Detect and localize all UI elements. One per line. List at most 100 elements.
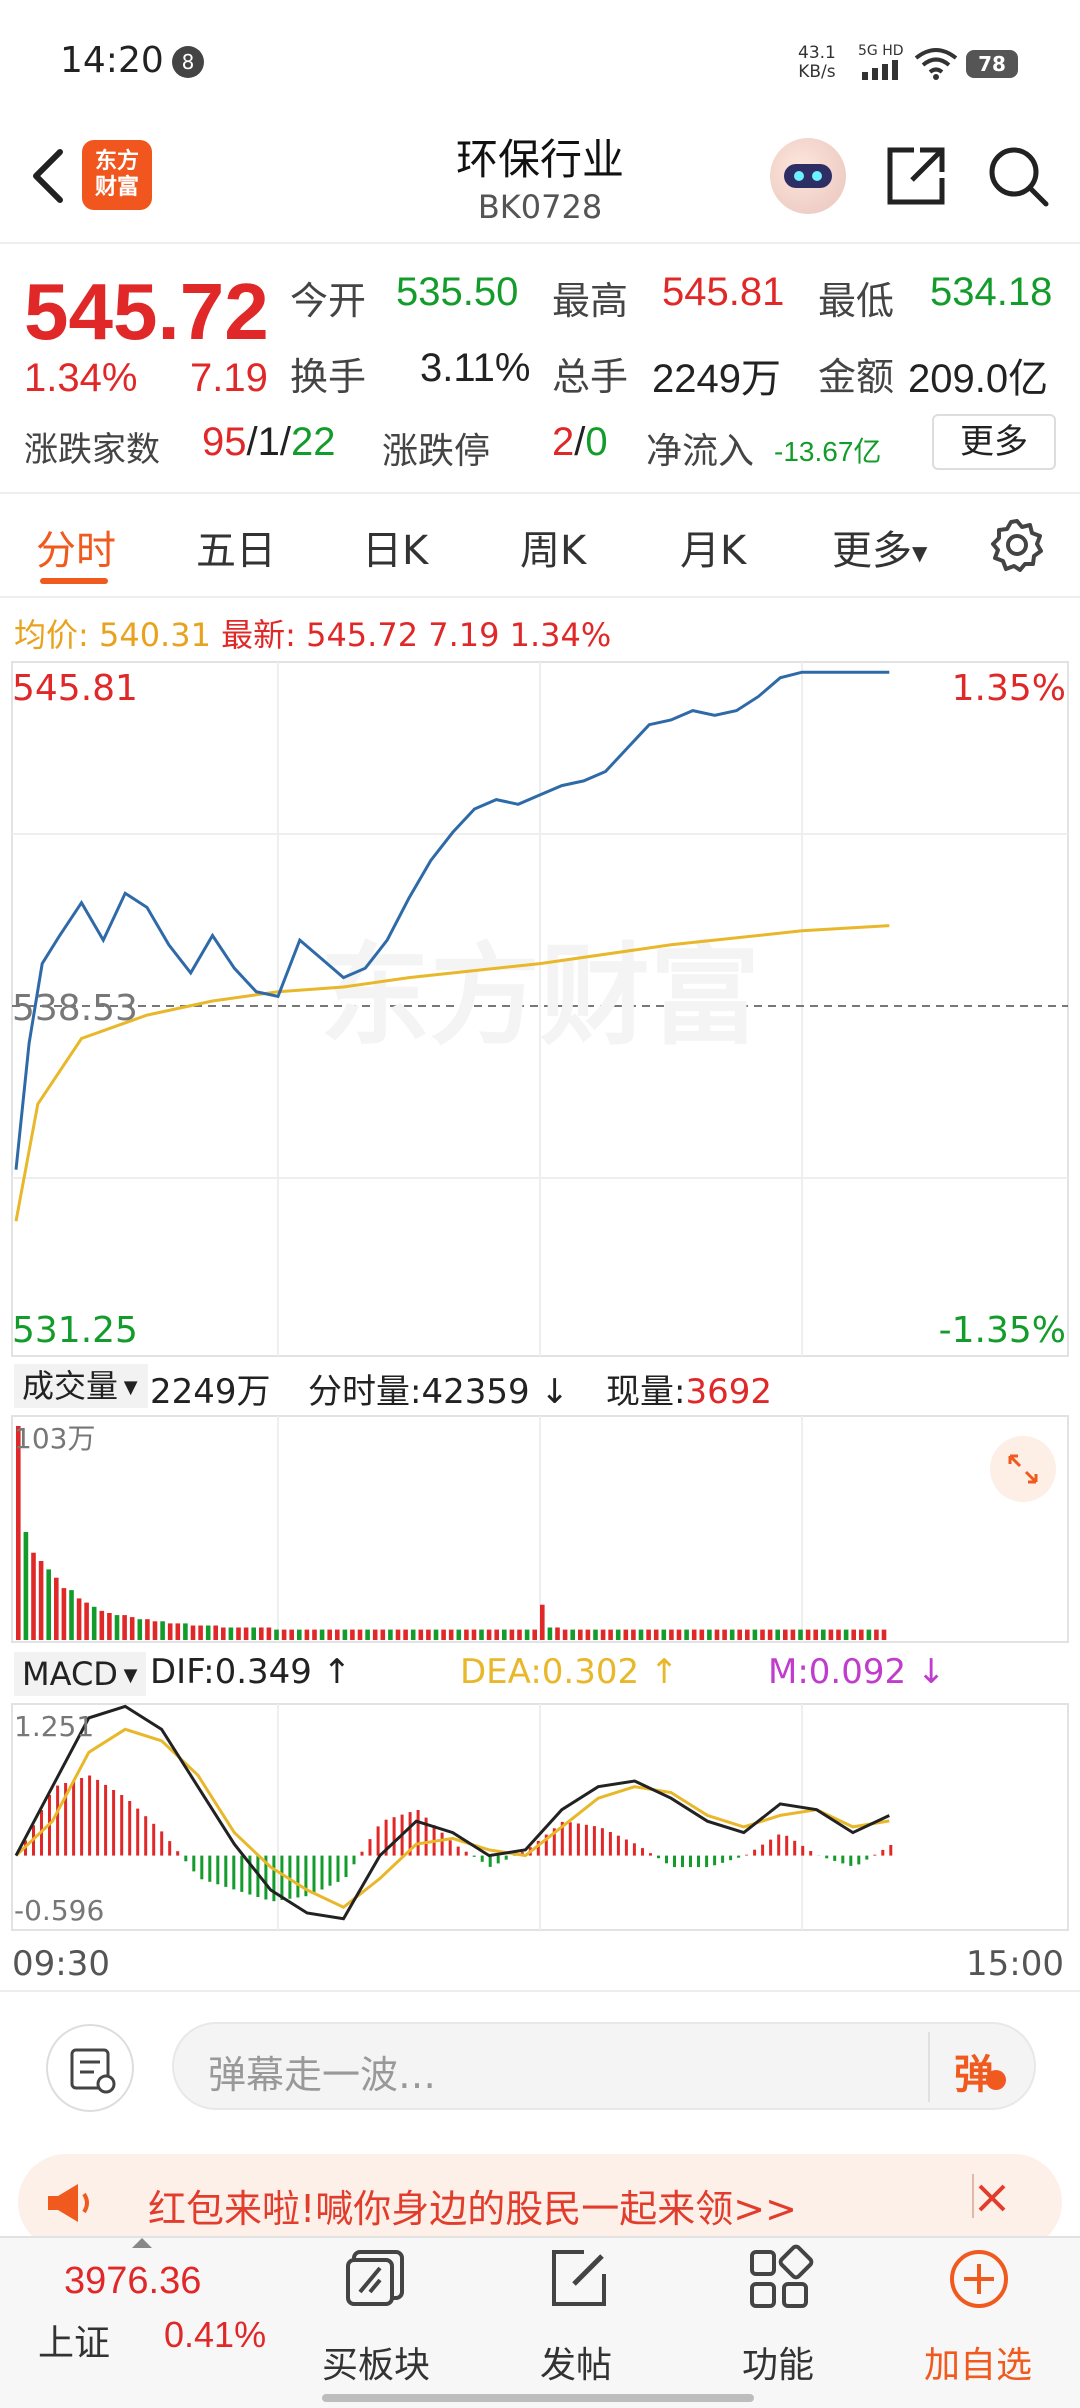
macd-bar bbox=[80, 1778, 84, 1856]
settings-gear-icon[interactable] bbox=[990, 518, 1044, 576]
more-details-button[interactable]: 更多 bbox=[932, 414, 1056, 470]
tab-daily-k[interactable]: 日K bbox=[362, 528, 429, 574]
volume-bar bbox=[198, 1625, 203, 1640]
macd-bar bbox=[857, 1855, 861, 1865]
volume-bar bbox=[327, 1629, 332, 1640]
danmaku-toggle-button[interactable]: 弹 bbox=[928, 2032, 1008, 2102]
macd-bar bbox=[336, 1855, 340, 1882]
netflow-label: 净流入 bbox=[646, 431, 755, 472]
volume-bar bbox=[729, 1629, 735, 1640]
volume-bar bbox=[570, 1629, 575, 1640]
assistant-robot-icon[interactable] bbox=[770, 138, 846, 214]
volume-bar bbox=[221, 1627, 226, 1640]
separator: / bbox=[246, 420, 258, 464]
separator: / bbox=[279, 420, 291, 464]
volume-bar bbox=[669, 1629, 674, 1640]
page-title: 环保行业 bbox=[455, 135, 624, 184]
volume-bar bbox=[821, 1629, 826, 1640]
add-watchlist-icon[interactable] bbox=[944, 2244, 1014, 2318]
dea-line bbox=[14, 1727, 890, 1909]
macd-bar bbox=[312, 1855, 316, 1894]
promo-banner[interactable] bbox=[18, 2154, 1062, 2250]
macd-bar bbox=[729, 1855, 733, 1861]
tab-intraday[interactable]: 分时 bbox=[36, 528, 116, 574]
volume-label: 总手 bbox=[552, 355, 629, 399]
macd-bar bbox=[673, 1855, 676, 1868]
share-icon[interactable] bbox=[884, 144, 948, 212]
macd-bar bbox=[144, 1816, 148, 1856]
tab-monthly-k[interactable]: 月K bbox=[680, 528, 747, 574]
low-value: 534.18 bbox=[930, 270, 1053, 314]
macd-bar bbox=[809, 1851, 813, 1856]
macd-bar bbox=[408, 1812, 412, 1856]
search-icon[interactable] bbox=[986, 144, 1050, 212]
volume-bar bbox=[228, 1627, 234, 1640]
macd-bar bbox=[681, 1855, 684, 1868]
functions-grid-icon[interactable] bbox=[744, 2244, 814, 2318]
latest-change-pct: 1.34% bbox=[509, 616, 612, 654]
macd-bar bbox=[160, 1831, 164, 1856]
macd-bar bbox=[600, 1828, 604, 1856]
volume-bar bbox=[190, 1625, 196, 1640]
index-change-pct[interactable]: 0.41% bbox=[164, 2314, 267, 2355]
change-pct: 1.34% bbox=[24, 356, 138, 400]
open-value: 535.50 bbox=[396, 270, 519, 314]
tick-volume: 分时量:42359 ↓ bbox=[308, 1364, 569, 1413]
limit-label: 涨跌停 bbox=[382, 431, 491, 472]
macd-bar bbox=[705, 1855, 709, 1868]
macd-bar bbox=[112, 1790, 116, 1856]
macd-bar bbox=[200, 1855, 204, 1880]
index-name[interactable]: 上证 bbox=[38, 2323, 111, 2364]
index-value[interactable]: 3976.36 bbox=[64, 2260, 202, 2302]
intraday-chart[interactable]: 东方财富 545.81 538.53 531.25 1.35% -1.35% 1… bbox=[0, 656, 1080, 1986]
volume-bar bbox=[365, 1629, 370, 1640]
robot-face bbox=[784, 164, 832, 188]
nav-trade-sector[interactable]: 买板块 bbox=[321, 2345, 430, 2386]
macd-bar bbox=[777, 1834, 781, 1856]
macd-bar bbox=[649, 1853, 652, 1856]
danmaku-input[interactable] bbox=[172, 2022, 1036, 2110]
volume-bar bbox=[509, 1629, 515, 1640]
macd-bar bbox=[424, 1817, 428, 1856]
nav-post[interactable]: 发帖 bbox=[539, 2345, 612, 2386]
expand-chart-icon[interactable] bbox=[990, 1436, 1056, 1502]
macd-bar bbox=[753, 1849, 757, 1856]
volume-bar bbox=[281, 1629, 287, 1640]
volume-bar bbox=[547, 1627, 553, 1640]
nav-add-watchlist[interactable]: 加自选 bbox=[923, 2345, 1032, 2386]
avg-price: 540.31 bbox=[98, 616, 211, 654]
macd-bar bbox=[785, 1835, 789, 1856]
volume-bar bbox=[615, 1629, 621, 1640]
tab-weekly-k[interactable]: 周K bbox=[520, 528, 587, 574]
close-icon[interactable] bbox=[972, 2178, 1012, 2222]
volume-bar bbox=[31, 1552, 36, 1640]
post-edit-icon[interactable] bbox=[544, 2244, 614, 2318]
macd-bar bbox=[88, 1775, 92, 1856]
dif-line bbox=[14, 1704, 890, 1921]
intraday-info-line: 均价: 540.31 最新: 545.72 7.19 1.34% bbox=[14, 610, 611, 656]
home-indicator[interactable] bbox=[322, 2394, 754, 2402]
dif-value: DIF:0.349 ↑ bbox=[150, 1652, 351, 1692]
macd-bar bbox=[360, 1851, 364, 1856]
macd-bar bbox=[721, 1855, 725, 1863]
macd-indicator-selector[interactable]: MACD ▼ bbox=[14, 1652, 146, 1696]
back-icon[interactable] bbox=[24, 140, 74, 212]
volume-bar bbox=[562, 1629, 568, 1640]
volume-bar bbox=[524, 1629, 530, 1640]
trade-sector-icon[interactable] bbox=[340, 2244, 410, 2318]
comment-list-icon[interactable] bbox=[46, 2024, 134, 2112]
nav-functions[interactable]: 功能 bbox=[741, 2345, 814, 2386]
macd-bar bbox=[737, 1855, 741, 1858]
macd-bar bbox=[841, 1855, 845, 1864]
eastmoney-logo[interactable]: 东方 财富 bbox=[82, 140, 152, 210]
macd-bar bbox=[456, 1846, 460, 1856]
volume-indicator-selector[interactable]: 成交量 ▼ bbox=[14, 1364, 148, 1408]
high-label: 最高 bbox=[552, 279, 629, 323]
tab-more[interactable]: 更多▼ bbox=[832, 518, 927, 576]
macd-bar bbox=[504, 1855, 508, 1860]
tab-five-day[interactable]: 五日 bbox=[196, 528, 276, 574]
macd-bar bbox=[632, 1843, 636, 1856]
macd-bar bbox=[713, 1855, 717, 1866]
volume-bar bbox=[99, 1610, 105, 1640]
volume-bar bbox=[828, 1629, 834, 1640]
